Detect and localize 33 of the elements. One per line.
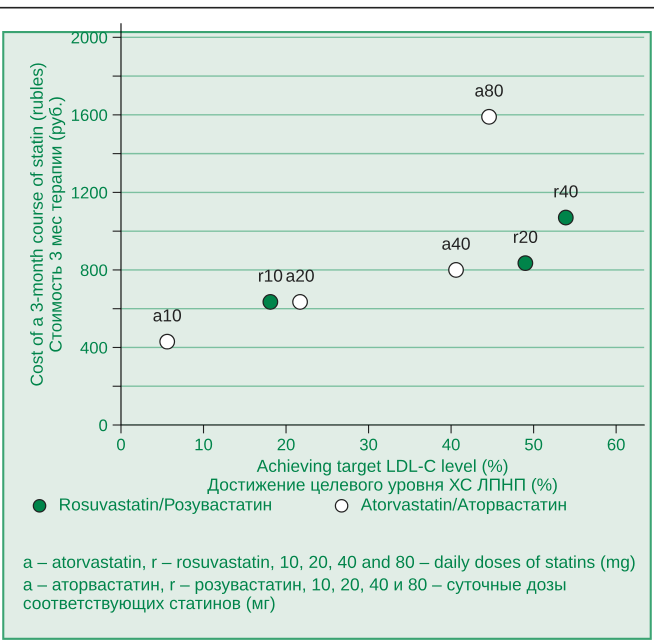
x-tick-label: 0 (117, 438, 125, 450)
point (558, 210, 574, 226)
x-tick-label: 30 (360, 438, 378, 450)
annotation: r10 (258, 270, 282, 282)
x-tick-label: 20 (278, 438, 295, 450)
point (517, 255, 534, 272)
y-tick-label: 400 (80, 342, 108, 354)
annotation: r20 (514, 230, 538, 244)
x-tick-label: 40 (442, 438, 460, 450)
legend-label: Rosuvastatin/Розувастатин (60, 498, 271, 514)
text: a – atorvastatin, r – rosuvastatin, 10, 20, 40 and 80 – daily doses of statins (mg) (24, 555, 635, 572)
annotation: a10 (153, 309, 182, 322)
annotation: a80 (475, 84, 503, 97)
point (262, 294, 278, 310)
y-tick-label: 1200 (72, 186, 108, 199)
legend-label: Atorvastatin/Аторвастатин (360, 498, 566, 514)
x-axis-title: Achieving target LDL-C level (%) Достижение целевого уровня ХС ЛПНП (%) (207, 459, 557, 494)
annotation: r40 (554, 185, 578, 198)
x-tick-label: 60 (608, 438, 625, 450)
x-tick-label: 10 (196, 438, 212, 450)
point (292, 294, 308, 310)
annotation: a20 (286, 270, 314, 282)
y-axis-title: Cost of a 3-month course of statin (rubles) Стоимость 3 мес терапии (руб.) (30, 63, 66, 386)
x-tick-label: 50 (525, 438, 542, 450)
point (481, 108, 497, 125)
point (448, 262, 464, 278)
point (159, 334, 176, 350)
text: а – аторвастатин, r – розувастатин, 10, 20, 40 и 80 – суточные дозы соответствующих статинов (мг) (24, 578, 566, 613)
y-tick-label: 1600 (72, 109, 108, 122)
y-tick-label: 2000 (72, 32, 108, 44)
y-tick-label: 800 (80, 264, 108, 276)
annotation: a40 (442, 238, 470, 250)
y-tick-label: 0 (99, 419, 108, 432)
